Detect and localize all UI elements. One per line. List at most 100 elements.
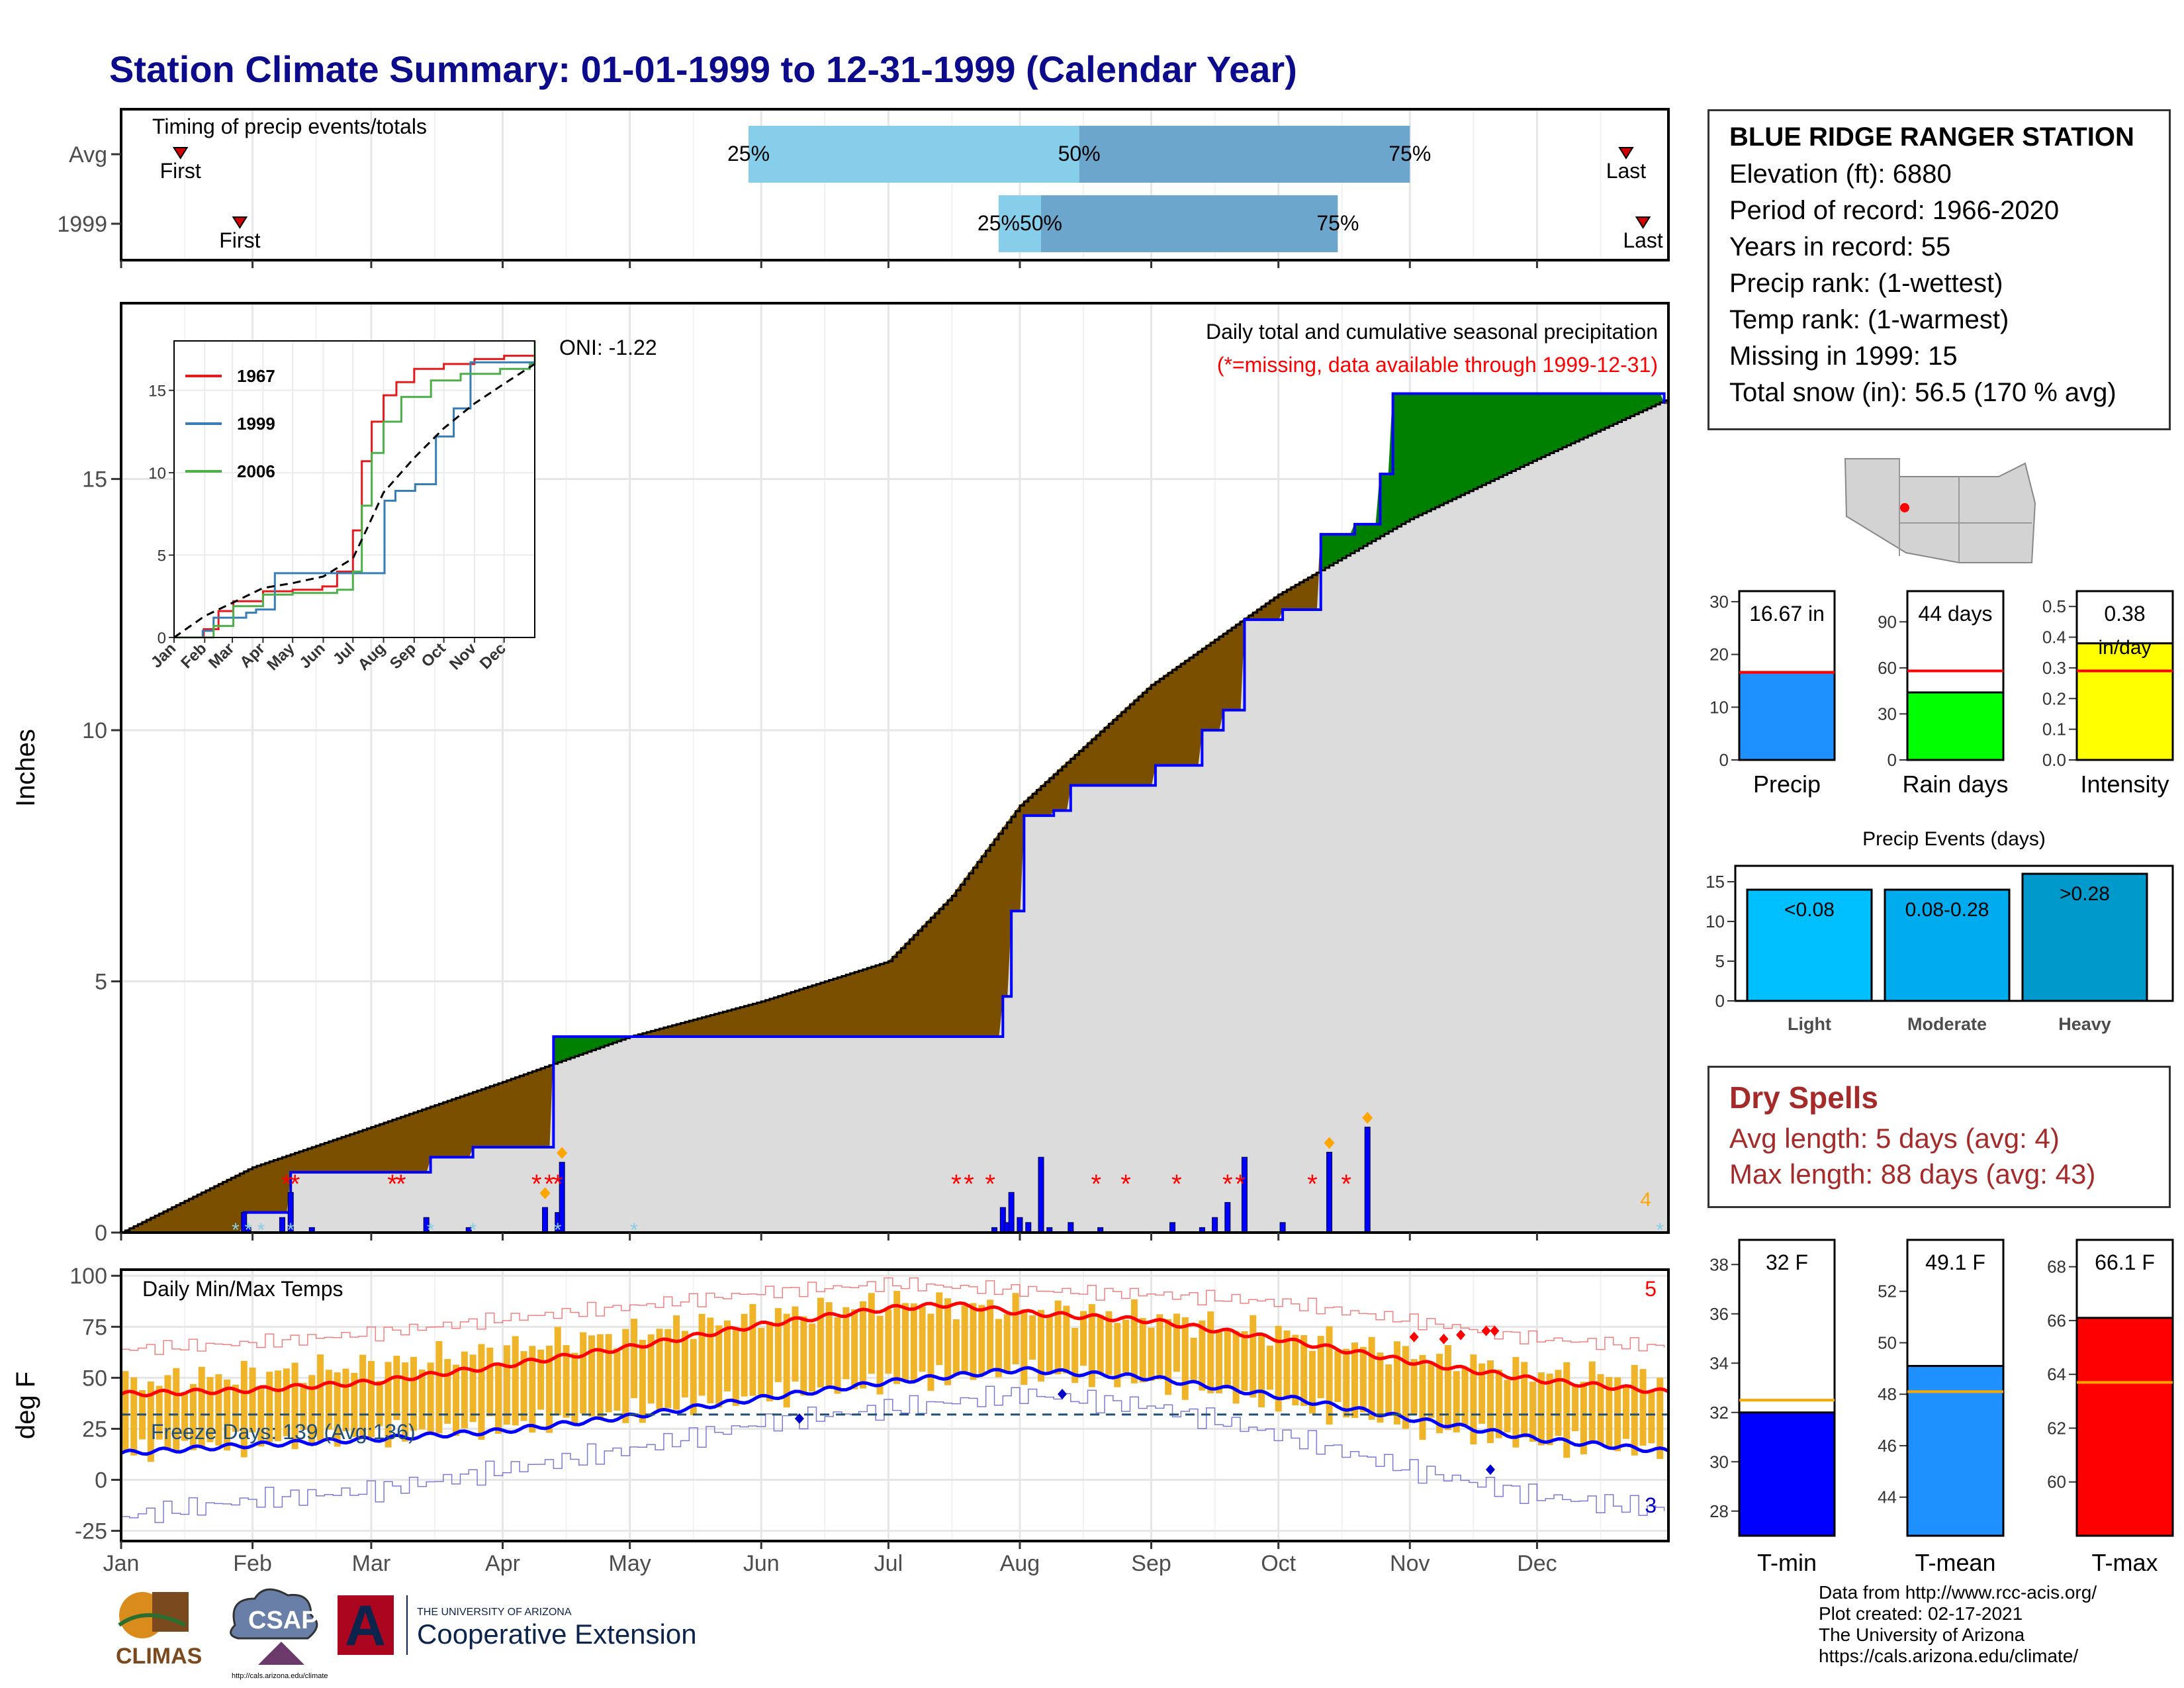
raindays-value-label: 44 days [1918,602,1992,626]
daily-temp-bar [647,1334,655,1404]
daily-temp-bar [402,1362,409,1442]
temp-y-tick-label: -25 [75,1519,107,1544]
avg-max-temp-line [120,1301,1670,1398]
anomaly-fill-segment [824,979,830,1037]
daily-temp-bar [1639,1369,1647,1446]
missing-marker: * [387,1170,398,1199]
daily-temp-bar [469,1354,477,1423]
inset-series-line [174,341,536,639]
daily-temp-bar [571,1352,578,1425]
timing-bar-q50-q75 [1040,195,1338,252]
daily-temp-bar [758,1328,765,1396]
footer-line: Data from http://www.rcc-acis.org/ [1819,1582,2097,1603]
cumulative-title: Daily total and cumulative seasonal prec… [1206,320,1658,344]
daily-precip-bar [542,1207,549,1233]
anomaly-fill-segment [273,1158,279,1213]
anomaly-fill-segment [1358,524,1364,549]
daily-temp-bar [1139,1318,1146,1383]
anomaly-fill-segment [1608,393,1614,427]
anomaly-fill-segment [985,844,991,1037]
anomaly-fill-segment [1557,393,1563,450]
map-region [1844,458,2036,563]
missing-marker: * [531,1170,542,1199]
anomaly-fill-segment [417,1109,423,1173]
daily-temp-bar [707,1317,714,1403]
events-bar-label: 0.08-0.28 [1905,899,1989,921]
daily-temp-bar [851,1309,858,1389]
inset-legend-label: 1967 [237,366,275,386]
anomaly-fill-segment [1481,393,1487,486]
month-label: Mar [352,1551,391,1576]
daily-temp-bar [978,1305,985,1374]
anomaly-fill-segment [265,1160,270,1213]
freeze-label: Freeze Days: 139 (Avg:136) [151,1420,416,1444]
anomaly-fill-segment [1566,393,1572,446]
precip-events-panel: 0 5 10 15 <0.08 Light 0.08-0.28 Moderate >0.28 He… [1706,828,2174,1034]
daily-temp-bar [300,1383,307,1430]
anomaly-fill-segment [811,983,817,1037]
anomaly-fill-segment [1155,678,1160,766]
daily-temp-bar [1588,1361,1596,1444]
tmin-y-tick-label: 36 [1709,1304,1729,1324]
anomaly-fill-segment [256,1164,261,1213]
daily-temp-bar [876,1315,884,1395]
inset-x-tick-label: Dec [477,639,510,673]
tmax-y-tick-label: 64 [2047,1364,2066,1384]
record-diamond [539,1187,551,1199]
daily-temp-bar [1216,1331,1223,1393]
month-label: Jul [874,1551,903,1576]
daily-temp-bar [359,1354,367,1437]
anomaly-fill-segment [1477,393,1482,488]
snow-marker: * [427,1219,435,1241]
missing-marker: * [964,1170,974,1199]
anomaly-fill-segment [1447,393,1453,502]
daily-temp-bar [1606,1377,1613,1447]
anomaly-fill-segment [502,1080,508,1148]
timing-bar-q25-q50 [998,195,1041,252]
inset-x-tick-label: Apr [236,639,268,671]
anomaly-fill-segment [1142,688,1148,786]
footer-line: Plot created: 02-17-2021 [1819,1603,2023,1624]
anomaly-fill-segment [527,1070,533,1148]
anomaly-fill-segment [320,1142,325,1173]
missing-marker: * [1222,1170,1233,1199]
daily-temp-bar [1343,1348,1350,1418]
daily-temp-bar [588,1335,596,1417]
daily-temp-bar [351,1372,358,1437]
month-label: Aug [1000,1551,1040,1576]
anomaly-fill-segment [1536,393,1542,460]
daily-temp-bar [1622,1384,1629,1439]
inset-y-tick-label: 0 [158,630,166,647]
missing-marker: * [1341,1170,1351,1199]
daily-temp-bar [224,1379,231,1451]
daily-temp-bar [1495,1370,1502,1438]
daily-temp-bar [919,1307,926,1372]
anomaly-fill-segment [1400,393,1406,525]
station-line: Total snow (in): 56.5 (170 % avg) [1729,378,2116,407]
daily-temp-bar [1054,1300,1062,1375]
timing-quantile-label: 50% [1020,211,1062,235]
daily-temp-bar [605,1334,612,1413]
daily-precip-bar [1008,1192,1015,1233]
month-label: Nov [1390,1551,1430,1576]
daily-temp-bar [1063,1305,1070,1374]
daily-temp-bar [1521,1362,1528,1438]
anomaly-fill-segment [786,992,792,1037]
anomaly-fill-segment [1545,393,1551,456]
anomaly-fill-segment [1201,645,1207,731]
missing-marker: * [1120,1170,1131,1199]
anomaly-fill-segment [1629,393,1635,417]
anomaly-fill-segment [1384,473,1389,535]
anomaly-fill-segment [218,1181,224,1233]
anomaly-fill-segment [371,1125,376,1173]
daily-temp-bar [825,1302,833,1387]
inset-frame [173,340,535,638]
anomaly-fill-segment [337,1137,342,1173]
station-line: Period of record: 1966-2020 [1729,196,2060,225]
daily-temp-bar [732,1329,739,1406]
anomaly-fill-segment [1507,393,1512,474]
precip-panel: 0 10 20 30 16.67 in Precip [1709,590,1836,798]
anomaly-fill-segment [349,1132,355,1173]
csap-text: CSAP [248,1607,318,1634]
raindays-bar [1906,691,2005,761]
